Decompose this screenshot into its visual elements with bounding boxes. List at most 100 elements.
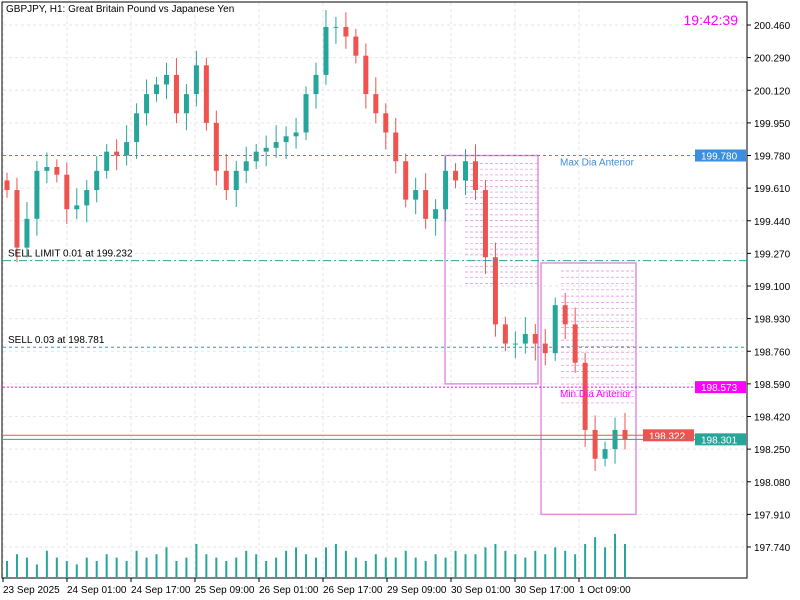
candle-body xyxy=(433,209,439,219)
candle-body xyxy=(293,132,299,137)
candle-body xyxy=(253,151,259,162)
candle-body xyxy=(144,94,150,114)
ask-line-price-label: 198.322 xyxy=(649,431,686,442)
candle-body xyxy=(44,167,50,171)
candle-body xyxy=(313,74,319,95)
y-tick-label: 198.760 xyxy=(754,347,791,358)
candle-body xyxy=(74,205,80,210)
candle-body xyxy=(353,36,359,56)
range-box xyxy=(444,154,539,385)
min-dia-anterior-price-label: 198.573 xyxy=(701,383,738,394)
candle-body xyxy=(203,65,209,123)
candle-body xyxy=(104,151,110,171)
y-tick-label: 200.290 xyxy=(754,54,791,65)
candle-body xyxy=(14,190,20,248)
candle-body xyxy=(492,257,498,325)
candle-body xyxy=(343,26,349,37)
candle-body xyxy=(512,343,518,345)
candle-body xyxy=(572,324,578,363)
y-tick-label: 199.440 xyxy=(754,217,791,228)
y-tick-label: 198.420 xyxy=(754,413,791,424)
bid-line-price-label: 198.301 xyxy=(701,435,738,446)
candle-body xyxy=(472,161,478,191)
x-tick-label: 29 Sep 09:00 xyxy=(387,585,447,596)
candle-body xyxy=(84,190,90,206)
candle-body xyxy=(522,333,528,344)
x-tick-label: 30 Sep 01:00 xyxy=(451,585,511,596)
y-tick-label: 200.120 xyxy=(754,86,791,97)
candle-body xyxy=(582,362,588,430)
y-tick-label: 199.100 xyxy=(754,282,791,293)
candle-body xyxy=(124,142,130,156)
candle-body xyxy=(423,190,429,219)
max-dia-anterior-price-label: 199.780 xyxy=(701,152,738,163)
x-tick-label: 24 Sep 17:00 xyxy=(131,585,191,596)
candle-body xyxy=(94,170,100,191)
candle-body xyxy=(363,55,369,95)
min-dia-anterior-price-tag xyxy=(695,381,746,394)
ask-line-price-tag xyxy=(643,429,694,442)
candle-body xyxy=(283,136,289,143)
y-tick-label: 198.590 xyxy=(754,380,791,391)
x-tick-label: 1 Oct 09:00 xyxy=(579,585,631,596)
candle-body xyxy=(4,180,10,191)
candle-body xyxy=(223,170,229,191)
sell-position-label: SELL 0.03 at 198.781 xyxy=(8,335,105,346)
server-clock: 19:42:39 xyxy=(683,12,739,28)
candle-body xyxy=(592,429,598,459)
candle-body xyxy=(482,190,488,258)
candle-body xyxy=(333,26,339,28)
y-tick-label: 197.910 xyxy=(754,510,791,521)
candle-body xyxy=(154,84,160,95)
max-dia-anterior-price-tag xyxy=(695,149,746,162)
candle-body xyxy=(233,170,239,191)
chart-frame xyxy=(1,1,748,579)
candle-body xyxy=(24,218,30,248)
candle-body xyxy=(213,122,219,171)
y-tick-label: 199.610 xyxy=(754,184,791,195)
x-tick-label: 25 Sep 09:00 xyxy=(195,585,255,596)
candle-body xyxy=(64,174,70,210)
min-dia-anterior-label: Min Dia Anterior xyxy=(560,389,632,400)
bid-line-price-tag xyxy=(695,433,746,446)
candle-body xyxy=(542,343,548,354)
x-tick-label: 30 Sep 17:00 xyxy=(515,585,575,596)
candle-body xyxy=(383,113,389,133)
candle-body xyxy=(263,147,269,152)
candle-body xyxy=(114,151,120,156)
sell-limit-label: SELL LIMIT 0.01 at 199.232 xyxy=(8,249,133,260)
candle-body xyxy=(134,113,140,143)
candle-body xyxy=(273,142,279,148)
x-tick-label: 26 Sep 17:00 xyxy=(323,585,383,596)
candle-body xyxy=(602,449,608,459)
x-tick-label: 24 Sep 01:00 xyxy=(67,585,127,596)
candle-body xyxy=(532,333,538,344)
y-tick-label: 197.740 xyxy=(754,543,791,554)
candle-body xyxy=(463,161,469,181)
candle-body xyxy=(323,26,329,75)
candle-body xyxy=(562,305,568,325)
candle-body xyxy=(34,170,40,219)
y-tick-label: 199.780 xyxy=(754,152,791,163)
y-tick-label: 200.460 xyxy=(754,21,791,32)
candle-body xyxy=(453,170,459,181)
candle-body xyxy=(502,324,508,344)
candle-body xyxy=(163,74,169,85)
candle-body xyxy=(373,94,379,114)
y-tick-label: 198.250 xyxy=(754,445,791,456)
candle-body xyxy=(193,65,199,95)
candle-body xyxy=(443,170,449,210)
x-tick-label: 26 Sep 01:00 xyxy=(259,585,319,596)
max-dia-anterior-label: Max Dia Anterior xyxy=(560,158,635,169)
range-box xyxy=(540,262,637,516)
y-tick-label: 198.930 xyxy=(754,315,791,326)
x-tick-label: 23 Sep 2025 xyxy=(3,585,60,596)
chart-title: GBPJPY, H1: Great Britain Pound vs Japan… xyxy=(6,4,235,15)
candle-body xyxy=(552,305,558,354)
y-tick-label: 198.080 xyxy=(754,478,791,489)
candle-body xyxy=(393,132,399,162)
candle-body xyxy=(183,94,189,114)
y-tick-label: 199.270 xyxy=(754,249,791,260)
